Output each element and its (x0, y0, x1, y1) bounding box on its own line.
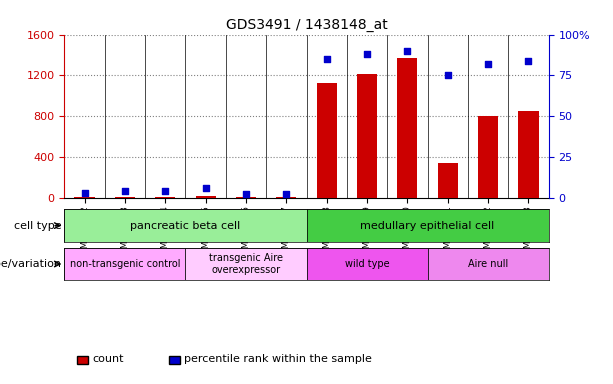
Bar (397, 58, 417, 198)
Text: count: count (92, 354, 123, 364)
Text: transgenic Aire
overexpressor: transgenic Aire overexpressor (209, 253, 283, 275)
Bar (74, 197, 94, 198)
Bar (185, 248, 306, 280)
Point (80, 190, 89, 196)
Bar (155, 197, 175, 198)
Text: wild type: wild type (345, 259, 389, 269)
Bar (478, 116, 498, 198)
Bar (64, 209, 306, 242)
Point (281, 191, 291, 197)
Point (200, 185, 210, 191)
Bar (115, 197, 135, 198)
Bar (519, 111, 539, 198)
Point (120, 188, 130, 194)
Bar (276, 197, 297, 198)
Text: medullary epithelial cell: medullary epithelial cell (360, 220, 495, 231)
Bar (306, 248, 428, 280)
Point (322, 56, 332, 62)
Bar (306, 209, 549, 242)
Point (443, 72, 452, 78)
Text: cell type: cell type (13, 220, 61, 231)
Point (403, 48, 413, 54)
Text: genotype/variation: genotype/variation (0, 259, 61, 269)
Bar (357, 74, 377, 198)
Title: GDS3491 / 1438148_at: GDS3491 / 1438148_at (226, 18, 387, 32)
Point (524, 58, 533, 64)
Text: percentile rank within the sample: percentile rank within the sample (184, 354, 371, 364)
Bar (196, 196, 216, 198)
Point (241, 191, 251, 197)
Text: Aire null: Aire null (468, 259, 508, 269)
Point (483, 61, 493, 67)
Bar (64, 248, 186, 280)
Bar (316, 83, 337, 198)
Bar (427, 248, 549, 280)
Bar (236, 197, 256, 198)
Text: pancreatic beta cell: pancreatic beta cell (131, 220, 240, 231)
Text: non-transgenic control: non-transgenic control (70, 259, 180, 269)
Point (362, 51, 372, 57)
Bar (438, 163, 458, 198)
Point (161, 188, 170, 194)
